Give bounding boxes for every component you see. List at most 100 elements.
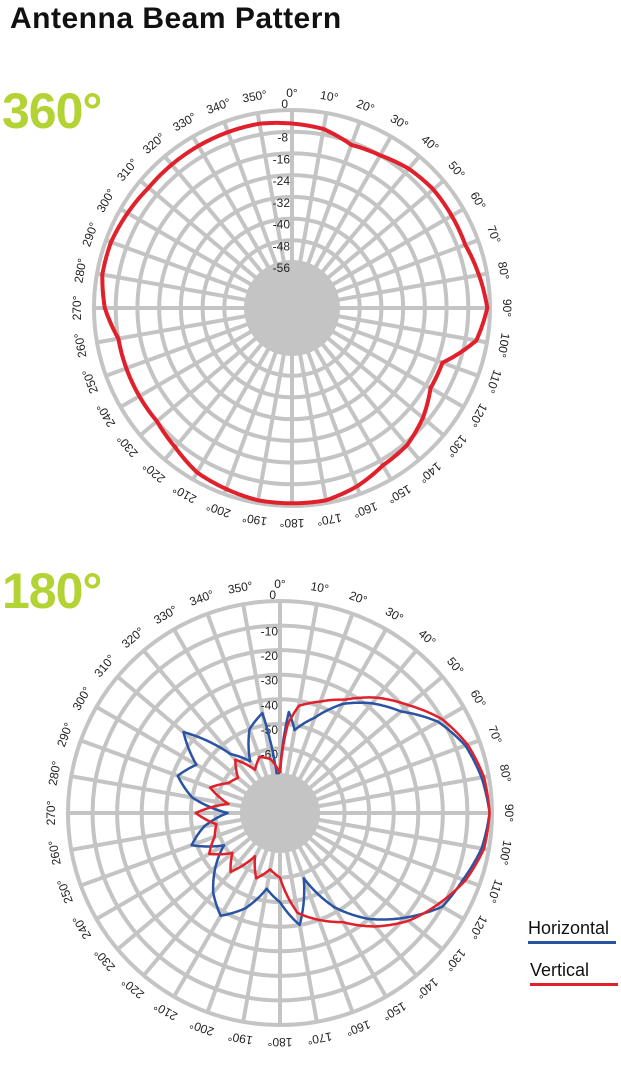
polar-spoke: [119, 207, 286, 306]
angle-label: 140°: [416, 459, 444, 486]
angle-label: 270°: [70, 295, 84, 320]
r-tick-label: -32: [273, 196, 291, 210]
polar-spoke: [284, 675, 444, 810]
angle-label: 120°: [466, 913, 491, 942]
polar-spoke: [298, 207, 465, 306]
polar-spoke: [95, 705, 275, 811]
polar-spoke: [283, 817, 418, 977]
polar-hub: [240, 773, 320, 853]
polar-spoke: [293, 121, 362, 301]
polar-spoke: [285, 815, 465, 921]
polar-spoke: [280, 819, 355, 1013]
angle-label: 340°: [204, 95, 232, 117]
angle-label: 350°: [227, 579, 254, 597]
polar-spoke: [116, 816, 276, 951]
angle-label: 250°: [54, 877, 76, 905]
angle-label: 260°: [46, 839, 64, 866]
polar-spoke: [139, 179, 287, 304]
angle-label: 20°: [355, 96, 377, 115]
polar-spoke: [284, 816, 444, 951]
polar-spoke: [96, 307, 284, 345]
polar-spoke: [286, 813, 480, 888]
legend-horizontal: Horizontal: [528, 918, 616, 944]
angle-label: 90°: [502, 804, 516, 822]
angle-label: 90°: [500, 299, 514, 317]
angle-label: 100°: [494, 332, 512, 359]
angle-label: 60°: [468, 687, 489, 710]
angle-label: 230°: [91, 946, 118, 974]
angle-label: 20°: [347, 588, 369, 607]
angle-label: 10°: [310, 579, 330, 596]
plot-label-180: 180°: [2, 563, 102, 619]
polar-spoke: [294, 135, 393, 302]
angle-label: 210°: [151, 999, 180, 1024]
angle-label: 290°: [79, 220, 101, 248]
polar-chart-1: 0 -8 -16 -24 -32 -40 -48 -56 0° 10° 20° 30° 40°50° 60…: [70, 86, 514, 530]
polar-spoke: [297, 179, 445, 304]
angle-label: 0°: [274, 577, 286, 591]
angle-label: 190°: [241, 510, 268, 528]
r-tick-label: -24: [273, 174, 291, 188]
polar-spoke: [300, 271, 488, 309]
polar-spoke: [300, 307, 488, 345]
polar-spoke: [222, 121, 291, 301]
polar-spoke: [80, 813, 274, 888]
angle-label: 240°: [94, 401, 119, 430]
series-line-vertical: [194, 696, 491, 928]
polar-spoke: [241, 820, 281, 1023]
polar-spoke: [282, 628, 388, 808]
legend-vertical-swatch: [530, 983, 618, 986]
angle-label: 200°: [187, 1017, 215, 1039]
r-tick-label: -30: [261, 674, 279, 688]
r-tick-label: -56: [273, 261, 291, 275]
polar-spoke: [95, 815, 275, 921]
polar-spoke: [116, 675, 276, 810]
polar-spoke: [280, 613, 355, 807]
r-tick-label: 0: [269, 588, 276, 602]
polar-spoke: [285, 705, 465, 811]
polar-spoke: [299, 238, 479, 307]
angle-label: 300°: [94, 186, 119, 215]
polar-spoke: [70, 774, 273, 814]
angle-label: 70°: [485, 724, 504, 746]
page-title: Antenna Beam Pattern: [10, 2, 342, 35]
angle-label: 350°: [241, 87, 268, 105]
r-tick-label: 0: [281, 97, 288, 111]
angle-label: 260°: [71, 332, 89, 359]
r-tick-label: -40: [273, 218, 291, 232]
series-line-pattern: [100, 120, 490, 506]
angle-label: 130°: [442, 946, 469, 974]
r-tick-label: -48: [273, 239, 291, 253]
angle-label: 80°: [497, 763, 514, 784]
angle-label: 300°: [70, 684, 95, 713]
series-line-horizontal: [176, 701, 491, 927]
polar-spoke: [291, 112, 329, 300]
angle-label: 50°: [444, 654, 467, 677]
polar-chart-2: 0-10-20-30-40-50-600° 10°20°30°40°50°60°7…: [44, 577, 516, 1049]
plot-label-360: 360°: [2, 83, 102, 139]
angle-label: 180°: [267, 1035, 292, 1049]
polar-spoke: [105, 238, 285, 307]
polar-spoke: [283, 649, 418, 809]
angle-label: 170°: [306, 1029, 333, 1047]
angle-label: 340°: [188, 587, 216, 609]
angle-label: 50°: [445, 158, 468, 181]
polar-spoke: [163, 155, 288, 303]
angle-label: 120°: [466, 401, 491, 430]
angle-label: 160°: [351, 499, 379, 521]
r-tick-label: -16: [273, 152, 291, 166]
angle-label: 320°: [119, 624, 147, 651]
r-tick-label: -50: [261, 723, 279, 737]
angle-label: 190°: [227, 1029, 254, 1047]
polar-spoke: [139, 312, 287, 437]
polar-spoke: [279, 820, 319, 1023]
angle-label: 310°: [91, 652, 118, 680]
angle-label: 0°: [286, 86, 298, 100]
r-tick-label: -8: [277, 131, 288, 145]
angle-label: 70°: [484, 224, 503, 246]
angle-label: 210°: [170, 482, 199, 507]
angle-label: 150°: [385, 482, 414, 507]
polar-spoke: [298, 310, 465, 409]
polar-spoke: [294, 314, 393, 481]
